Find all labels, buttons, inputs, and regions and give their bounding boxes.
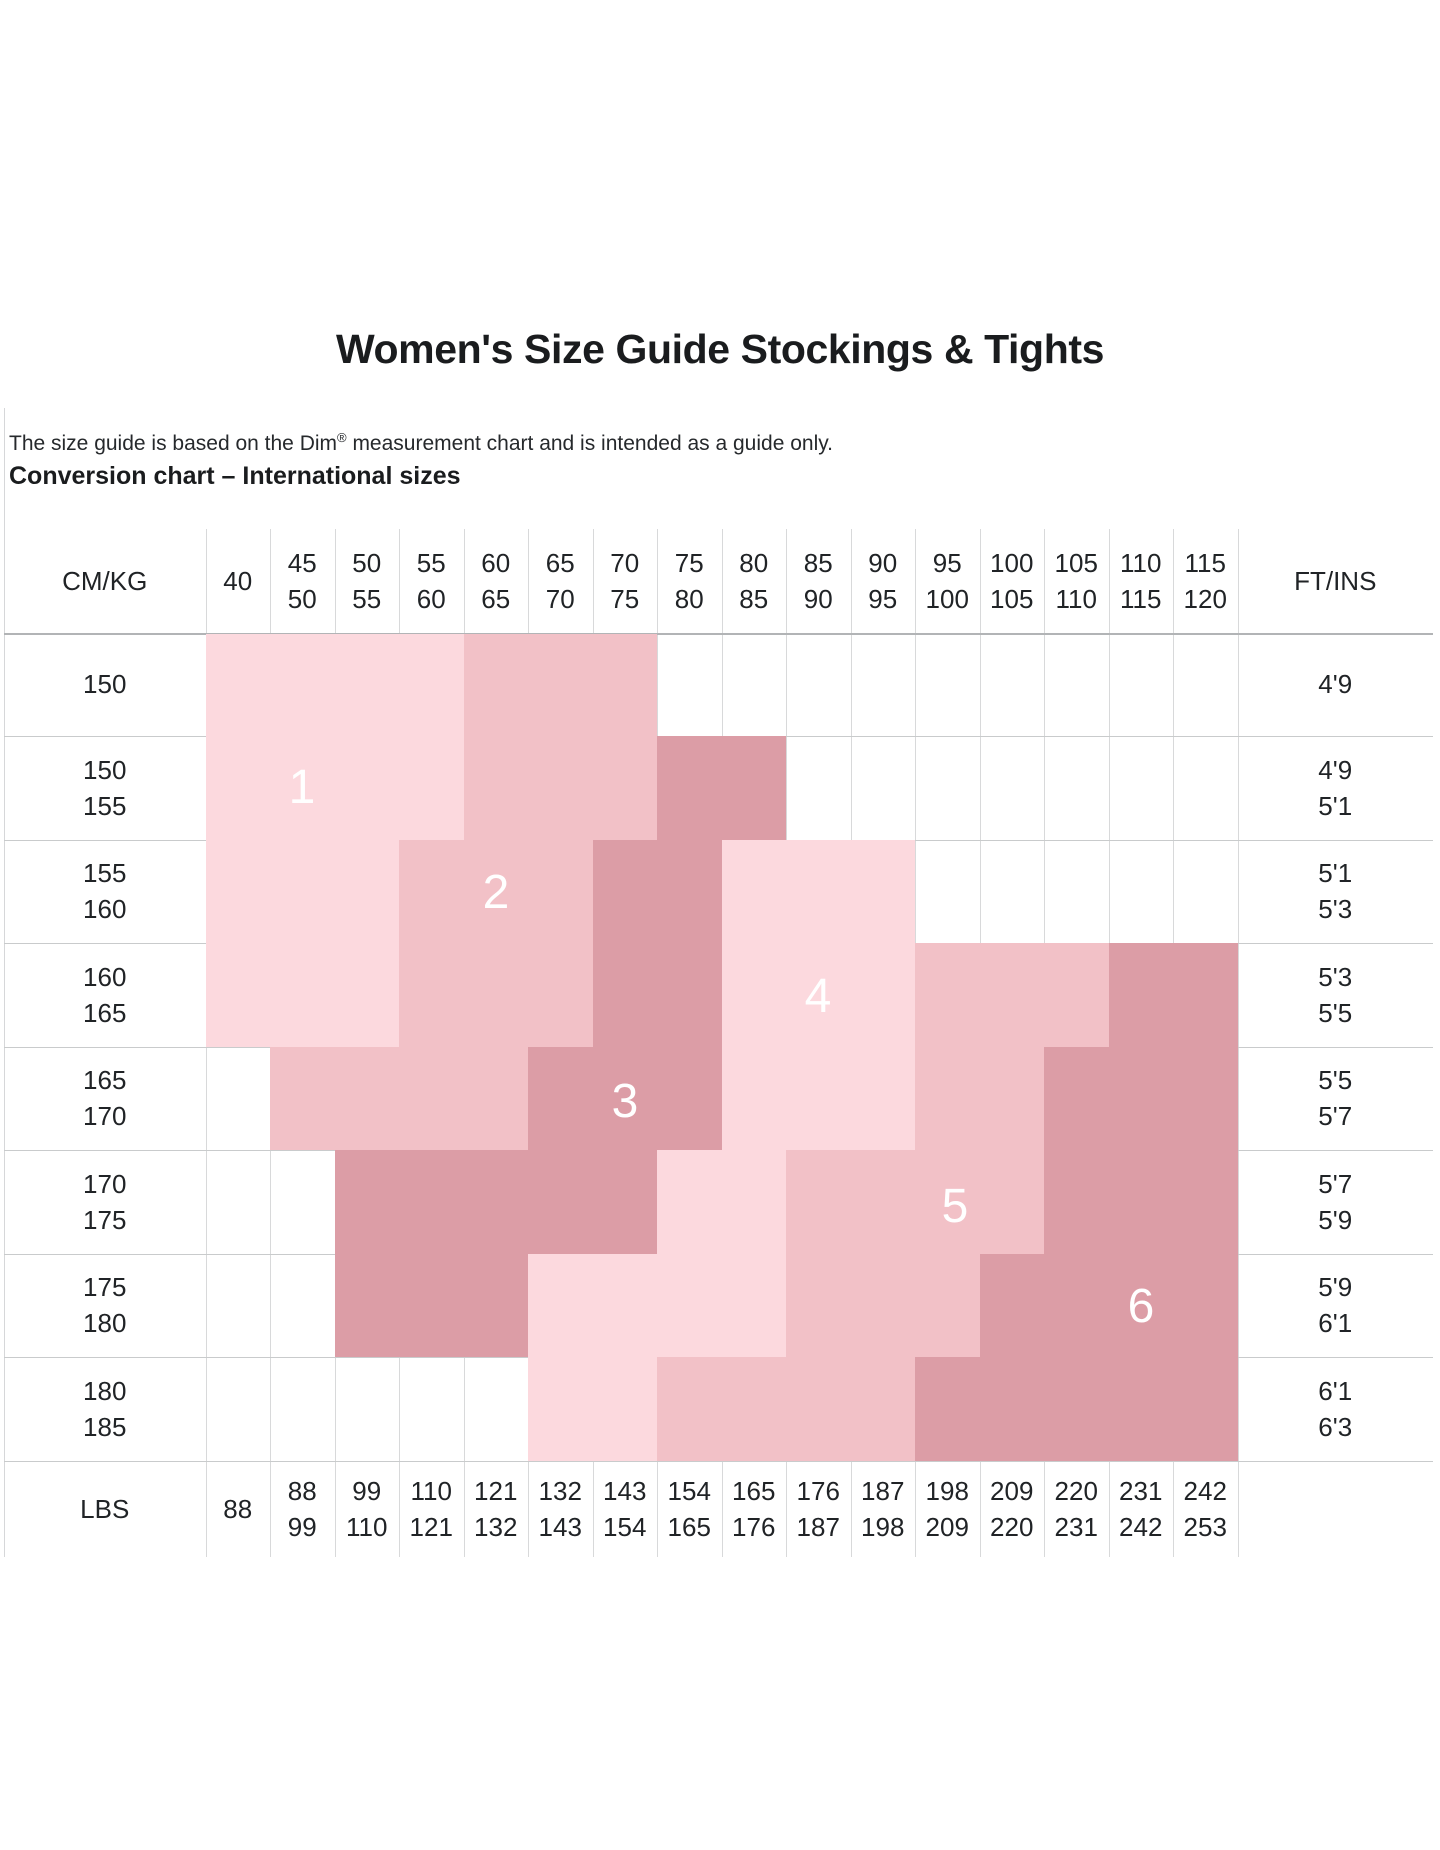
row-label-ftins: 5'1 5'3: [1318, 858, 1353, 925]
col-header-kg: 60 65: [481, 547, 511, 614]
row-label-cm: 180 185: [83, 1375, 127, 1442]
size-zone-2-block: [399, 839, 593, 1047]
size-zone-2-block: [270, 1046, 528, 1150]
row-label-ftins: 5'7 5'9: [1318, 1168, 1353, 1235]
corner-header-cmkg: CM/KG: [62, 565, 148, 596]
size-zones-layer: 1 2 3 4 5 6: [4, 529, 1433, 1557]
page-title: Women's Size Guide Stockings & Tights: [335, 326, 1104, 372]
lbs-row-label: LBS: [80, 1493, 130, 1524]
lbs-value: 154 165: [667, 1475, 711, 1542]
col-header-kg: 50 55: [352, 547, 382, 614]
lbs-value: 88: [223, 1493, 253, 1524]
col-header-kg: 80 85: [739, 547, 769, 614]
col-header-kg: 90 95: [868, 547, 898, 614]
row-label-cm: 150 155: [83, 754, 127, 821]
row-label-ftins: 5'5 5'7: [1318, 1065, 1353, 1132]
col-header-kg: 65 70: [545, 547, 575, 614]
size-zone-6-block: [1108, 943, 1238, 1047]
column-line: [1237, 529, 1239, 1557]
row-line: [4, 1460, 1433, 1462]
col-header-kg: 115 120: [1183, 547, 1227, 614]
lbs-value: 88 99: [287, 1475, 317, 1542]
guide-note-text: The size guide is based on the Dim: [9, 432, 338, 455]
size-zone-4-label: 4: [804, 970, 832, 1023]
row-label-cm: 155 160: [83, 858, 127, 925]
size-zone-2-block: [463, 634, 657, 840]
size-conversion-table: 1 2 3 4 5 6 CM/KG 40 45 50 50 55 55 60 6…: [4, 529, 1433, 1557]
size-zone-3-block: [528, 1046, 722, 1150]
col-header-kg: 70 75: [610, 547, 640, 614]
corner-header-ftins: FT/INS: [1294, 565, 1377, 596]
row-label-ftins: 4'9: [1318, 669, 1353, 700]
size-zone-5-block: [915, 943, 1109, 1047]
size-zone-1-block: [205, 839, 399, 1047]
row-label-ftins: 5'3 5'5: [1318, 961, 1353, 1028]
size-zone-3-block: [657, 736, 786, 840]
row-label-cm: 160 165: [83, 961, 127, 1028]
lbs-value: 187 198: [861, 1475, 905, 1542]
row-label-ftins: 4'9 5'1: [1318, 754, 1353, 821]
col-header-kg: 110 115: [1120, 547, 1162, 614]
col-header-kg: 75 80: [674, 547, 704, 614]
size-zone-4-block: [528, 1357, 657, 1461]
size-zone-3-block: [334, 1253, 528, 1357]
row-label-ftins: 5'9 6'1: [1318, 1272, 1353, 1339]
lbs-value: 165 176: [732, 1475, 776, 1542]
col-header-kg: 95 100: [925, 547, 969, 614]
lbs-value: 176 187: [796, 1475, 840, 1542]
size-zone-3-block: [592, 839, 722, 1047]
col-header-kg: 40: [223, 565, 253, 596]
size-zone-6-label: 6: [1127, 1280, 1155, 1333]
guide-note-text-2: measurement chart and is intended as a g…: [346, 432, 834, 455]
lbs-value: 231 242: [1119, 1475, 1163, 1542]
registered-trademark-symbol: ®: [337, 430, 347, 445]
row-label-cm: 175 180: [83, 1272, 127, 1339]
guide-note: The size guide is based on the Dim® meas…: [9, 430, 833, 456]
lbs-value: 99 110: [346, 1475, 388, 1542]
row-label-cm: 150: [83, 669, 127, 700]
row-label-cm: 165 170: [83, 1065, 127, 1132]
col-header-kg: 105 110: [1054, 547, 1098, 614]
size-zone-1-block: [205, 634, 464, 840]
lbs-value: 209 220: [990, 1475, 1034, 1542]
section-heading: Conversion chart – International sizes: [9, 462, 461, 490]
size-zone-5-block: [915, 1046, 1044, 1150]
size-zone-4-block: [528, 1253, 786, 1357]
size-zone-4-block: [721, 839, 915, 1150]
size-zone-5-label: 5: [941, 1180, 969, 1233]
size-zone-6-block: [1044, 1046, 1238, 1254]
lbs-value: 220 231: [1054, 1475, 1098, 1542]
lbs-value: 132 143: [538, 1475, 582, 1542]
size-zone-5-block: [786, 1150, 1044, 1254]
size-zone-1-label: 1: [288, 761, 316, 814]
row-label-ftins: 6'1 6'3: [1318, 1375, 1353, 1442]
size-zone-5-block: [657, 1357, 915, 1461]
size-zone-5-block: [786, 1253, 980, 1357]
lbs-value: 121 132: [474, 1475, 518, 1542]
content-left-rule: [4, 408, 5, 1557]
col-header-kg: 45 50: [287, 547, 317, 614]
row-label-cm: 170 175: [83, 1168, 127, 1235]
col-header-kg: 100 105: [990, 547, 1034, 614]
size-zone-6-block: [915, 1357, 1238, 1461]
size-zone-3-label: 3: [611, 1075, 639, 1128]
lbs-value: 242 253: [1183, 1475, 1227, 1542]
col-header-kg: 85 90: [803, 547, 833, 614]
lbs-value: 143 154: [603, 1475, 647, 1542]
lbs-value: 198 209: [925, 1475, 969, 1542]
size-zone-4-block: [657, 1150, 786, 1254]
lbs-value: 110 121: [409, 1475, 453, 1542]
size-zone-2-label: 2: [482, 866, 510, 919]
size-zone-6-block: [979, 1253, 1238, 1357]
col-header-kg: 55 60: [416, 547, 446, 614]
table-text-layer: CM/KG 40 45 50 50 55 55 60 60 65 65 70 7…: [4, 529, 1433, 1557]
header-bottom-rule: [4, 632, 1433, 635]
size-zone-3-block: [334, 1150, 657, 1254]
